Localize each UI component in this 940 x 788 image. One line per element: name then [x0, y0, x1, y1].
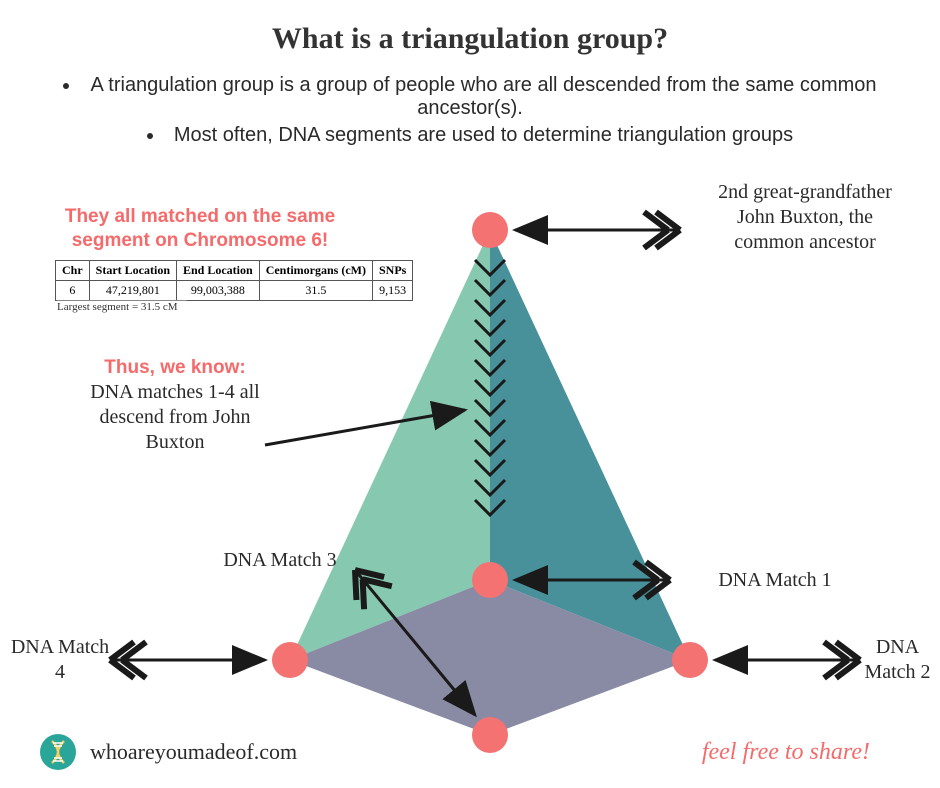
conclusion-block: Thus, we know: DNA matches 1-4 all desce… — [70, 355, 280, 455]
conclusion-lead: Thus, we know: — [104, 357, 245, 378]
callout-match3: DNA Match 3 — [200, 548, 360, 573]
node-match3 — [472, 717, 508, 753]
node-match4 — [272, 642, 308, 678]
callout-match1: DNA Match 1 — [695, 568, 855, 593]
diagram-canvas: 2nd great-grandfather John Buxton, the c… — [0, 160, 940, 788]
node-match1 — [472, 562, 508, 598]
bullet-list: A triangulation group is a group of peop… — [50, 74, 890, 147]
th-start: Start Location — [89, 261, 176, 281]
th-end: End Location — [177, 261, 260, 281]
table-caption: Largest segment = 31.5 cM — [57, 300, 187, 313]
th-chr: Chr — [56, 261, 90, 281]
segment-table: Chr Start Location End Location Centimor… — [55, 260, 413, 301]
td-start: 47,219,801 — [89, 281, 176, 301]
conclusion-text: DNA matches 1-4 all descend from John Bu… — [90, 381, 259, 453]
share-text: feel free to share! — [702, 739, 870, 766]
bullet-item: A triangulation group is a group of peop… — [50, 74, 890, 120]
td-chr: 6 — [56, 281, 90, 301]
th-snps: SNPs — [373, 261, 413, 281]
node-match2 — [672, 642, 708, 678]
logo-icon — [40, 734, 76, 770]
footer-url: whoareyoumadeof.com — [90, 739, 297, 765]
td-cm: 31.5 — [259, 281, 372, 301]
td-snps: 9,153 — [373, 281, 413, 301]
callout-ancestor: 2nd great-grandfather John Buxton, the c… — [700, 180, 910, 255]
td-end: 99,003,388 — [177, 281, 260, 301]
th-cm: Centimorgans (cM) — [259, 261, 372, 281]
node-ancestor — [472, 212, 508, 248]
segment-note: They all matched on the same segment on … — [55, 205, 345, 253]
callout-match4: DNA Match 4 — [10, 635, 110, 685]
callout-match2: DNA Match 2 — [855, 635, 940, 685]
footer: whoareyoumadeof.com — [40, 734, 297, 770]
page-title: What is a triangulation group? — [0, 0, 940, 56]
bullet-item: Most often, DNA segments are used to det… — [50, 124, 890, 147]
